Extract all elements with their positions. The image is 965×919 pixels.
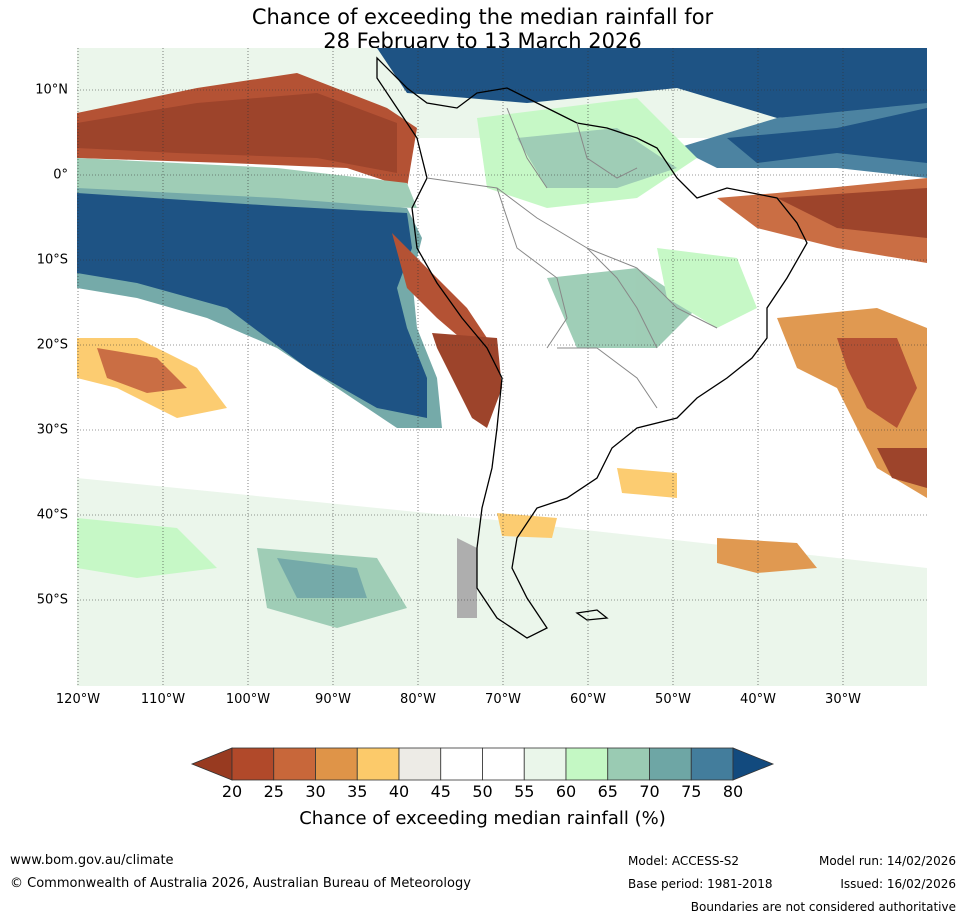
colorbar-tick-label: 30 [305,782,326,801]
colorbar-tick-label: 60 [555,782,577,801]
colorbar-bin [690,747,734,781]
falkland-islands [575,609,609,621]
colorbar-bin [649,747,692,781]
lat-label-0: 0° [53,167,68,183]
colorbar-over-arrow [732,747,775,781]
lon-label-50w: 50°W [655,692,691,707]
colorbar-tick-label: 55 [514,782,535,801]
south-america-coastline [376,56,808,639]
footer-base-period: Base period: 1981-2018 [628,877,773,891]
lon-label-80w: 80°W [400,692,436,707]
colorbar-tick-label: 25 [263,782,284,801]
lon-label-120w: 120°W [55,692,101,707]
footer-model-run: Model run: 14/02/2026 [818,854,956,868]
colorbar-tick-label: 35 [347,782,368,801]
lat-label-10n: 10°N [35,82,68,98]
colorbar-label: Chance of exceeding median rainfall (%) [299,808,666,829]
lon-label-40w: 40°W [740,692,776,707]
lat-label-20s: 20°S [36,337,68,353]
colorbar-tick-label: 80 [722,782,744,801]
colorbar-tick-label: 50 [472,782,493,801]
colorbar-tick-label: 65 [597,782,618,801]
colorbar-tick-label: 20 [221,782,243,801]
colorbar-bin [440,747,483,781]
colorbar-tick-label: 45 [430,782,451,801]
colorbar-tick-label: 75 [681,782,702,801]
map-canvas [77,48,927,686]
colorbar-bin [398,747,442,781]
colorbar-bin [356,747,400,781]
lon-label-90w: 90°W [315,692,351,707]
lon-label-70w: 70°W [485,692,521,707]
footer-copyright: © Commonwealth of Australia 2026, Austra… [10,876,471,891]
lon-label-60w: 60°W [570,692,606,707]
lat-label-50s: 50°S [36,592,68,608]
colorbar [190,747,775,781]
probability-field [77,48,927,686]
title-line-1: Chance of exceeding the median rainfall … [251,5,714,29]
colorbar-bin [273,747,316,781]
colorbar-tick-label: 40 [388,782,410,801]
map-title: Chance of exceeding the median rainfall … [0,5,965,53]
colorbar-bin [482,747,525,781]
footer-disclaimer: Boundaries are not considered authoritat… [690,900,956,914]
colorbar-bin [231,747,275,781]
lon-label-110w: 110°W [140,692,186,707]
footer-model: Model: ACCESS-S2 [628,854,740,868]
lat-label-30s: 30°S [36,422,68,438]
graticule [77,48,927,686]
footer-url[interactable]: www.bom.gov.au/climate [10,853,174,868]
colorbar-tick-label: 70 [639,782,660,801]
lon-label-30w: 30°W [825,692,861,707]
lat-label-10s: 10°S [36,252,68,268]
lat-label-40s: 40°S [36,507,68,523]
footer-issued: Issued: 16/02/2026 [840,877,956,891]
country-borders [426,107,718,409]
lon-label-100w: 100°W [225,692,271,707]
rainfall-map [77,48,927,686]
colorbar-under-arrow [190,747,233,781]
colorbar-bin [523,747,567,781]
colorbar-bin [607,747,650,781]
colorbar-bin [565,747,609,781]
colorbar-bin [315,747,358,781]
